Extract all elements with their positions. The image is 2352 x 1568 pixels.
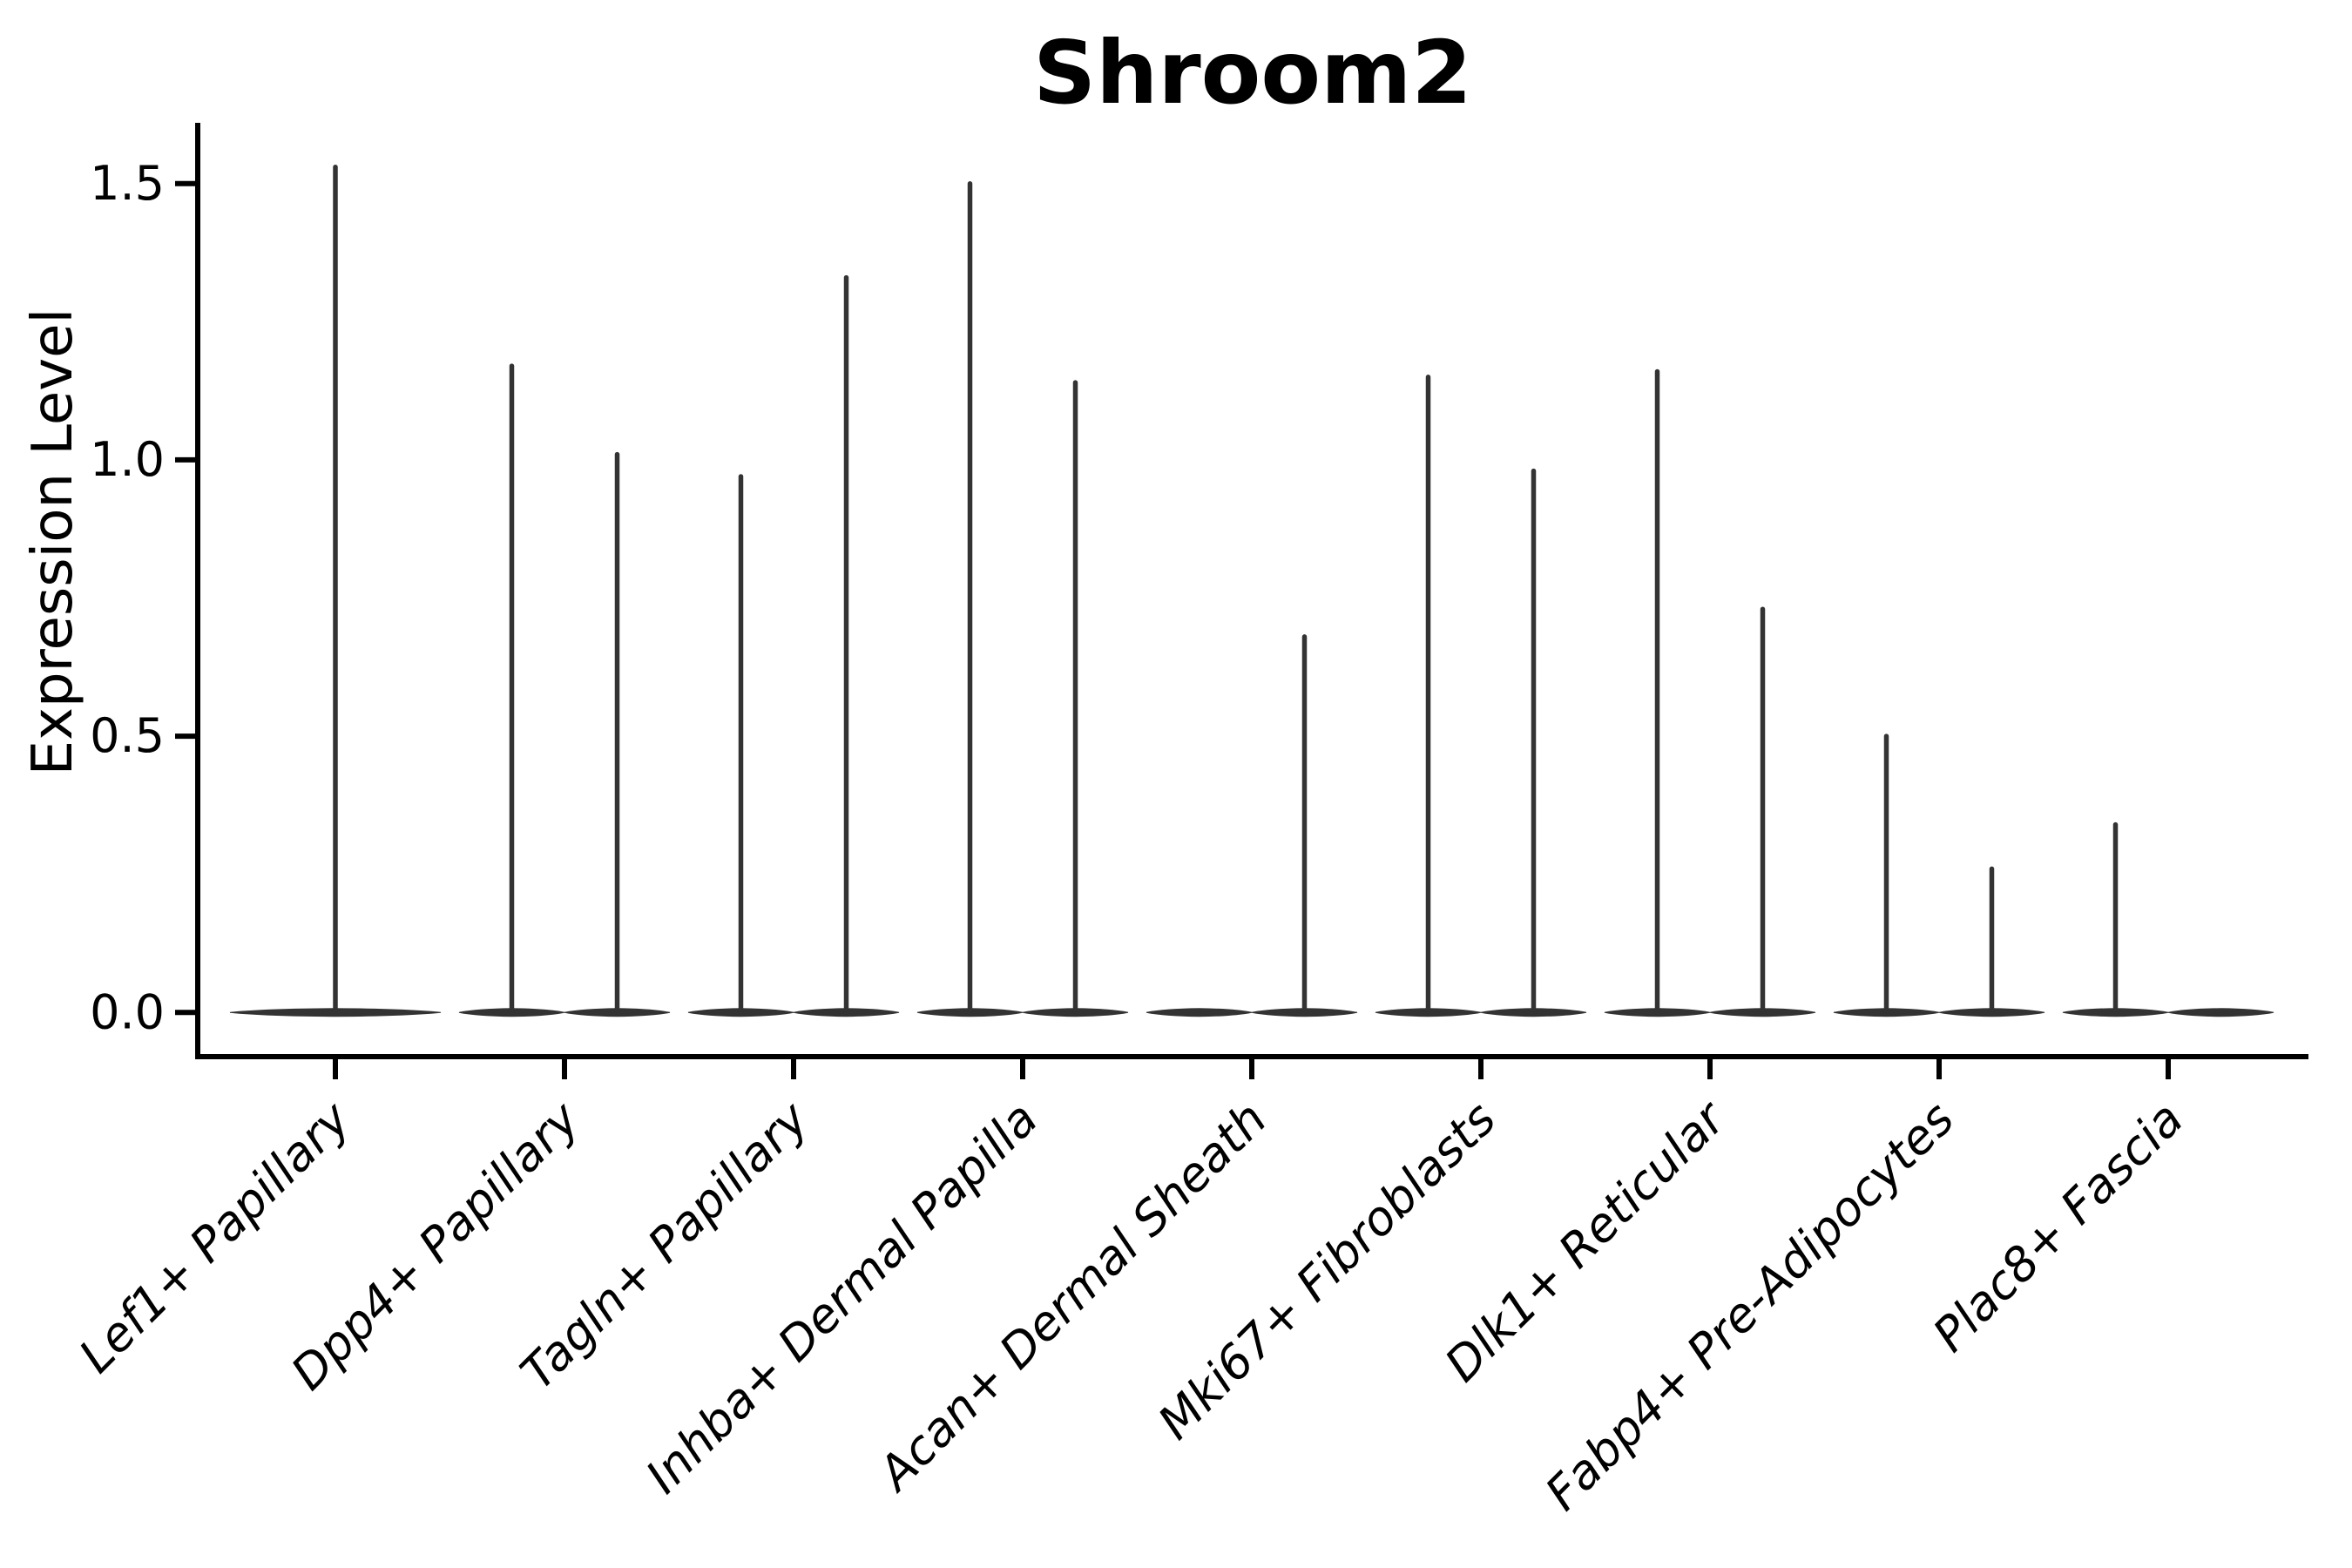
y-tick-label: 0.5 [90,708,165,763]
violin-group [1146,634,1358,1017]
violin-group [687,274,900,1017]
x-category-label: Inhba+ Dermal Papilla [635,1092,1048,1504]
x-category-label: Fabp4+ Pre-Adipocytes [1535,1092,1964,1521]
x-category-label: Plac8+ Fascia [1923,1092,2193,1362]
violin-base [1146,1008,1253,1017]
y-tick-label: 0.0 [90,984,165,1039]
plot-title: Shroom2 [1033,22,1472,124]
violin-group [1375,375,1587,1017]
y-axis-label: Expression Level [21,308,85,776]
y-axis-ticks: 0.0 0.5 1.0 1.5 [90,156,198,1039]
violin-group [2062,821,2274,1017]
violin-group [1604,368,1816,1017]
violin-group [458,363,671,1017]
violins-layer [229,164,2274,1017]
y-tick-label: 1.0 [90,432,165,487]
violin-group [916,181,1129,1017]
violin-base [2167,1008,2274,1017]
x-category-label: Acan+ Dermal Sheath [866,1092,1277,1503]
violin-group [229,164,442,1017]
violin-group [1833,733,2045,1017]
y-tick-label: 1.5 [90,156,165,211]
